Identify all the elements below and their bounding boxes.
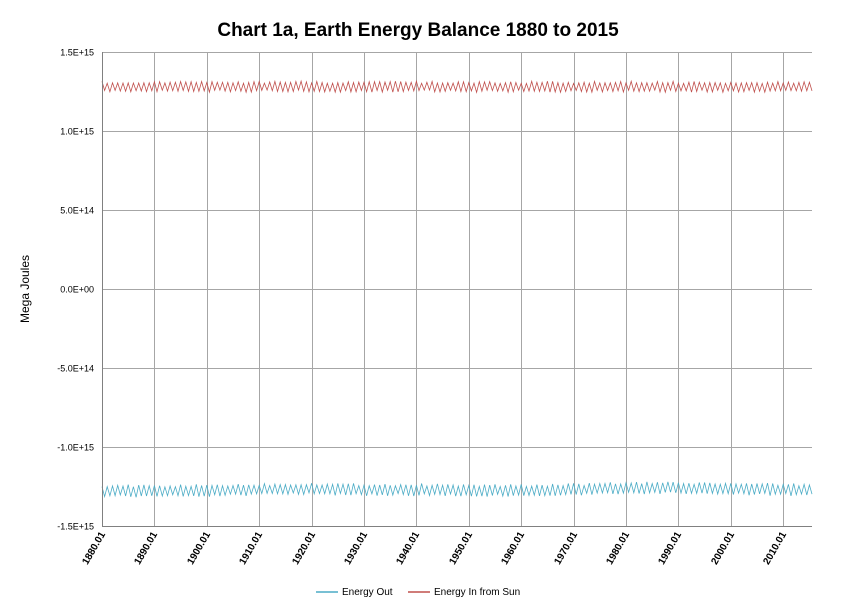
- y-tick-label: -1.5E+15: [57, 522, 94, 532]
- x-tick-label: 1910.01: [237, 530, 265, 567]
- series-line-energy-out: [101, 481, 813, 499]
- y-tick-labels: 1.5E+15 1.0E+15 5.0E+14 0.0E+00 -5.0E+14 -1.0…: [57, 48, 94, 532]
- x-tick-label: 1960.01: [499, 530, 527, 567]
- series-line-energy-in-from-sun: [101, 79, 813, 94]
- chart-title: Chart 1a, Earth Energy Balance 1880 to 2…: [217, 20, 619, 41]
- series-group: [101, 79, 813, 499]
- x-tick-labels: 1880.01 1890.01 1900.01 1910.01 1920.01 1930.…: [80, 530, 789, 567]
- x-tick-label: 1890.01: [132, 530, 160, 567]
- y-axis-label: Mega Joules: [18, 255, 32, 323]
- x-tick-label: 1980.01: [604, 530, 632, 567]
- x-tick-label: 2010.01: [761, 530, 789, 567]
- y-tick-label: 1.5E+15: [60, 48, 94, 58]
- x-tick-label: 1940.01: [394, 530, 422, 567]
- x-tick-label: 1920.01: [290, 530, 318, 567]
- x-tick-label: 1930.01: [342, 530, 370, 567]
- x-tick-label: 1900.01: [185, 530, 213, 567]
- x-tick-label: 1970.01: [552, 530, 580, 567]
- gridlines: [102, 52, 812, 527]
- y-tick-label: 5.0E+14: [60, 206, 94, 216]
- legend-label-energy-out: Energy Out: [342, 587, 393, 598]
- legend-label-energy-in: Energy In from Sun: [434, 587, 520, 598]
- y-tick-label: 1.0E+15: [60, 127, 94, 137]
- legend: Energy Out Energy In from Sun: [316, 587, 520, 598]
- x-tick-label: 2000.01: [709, 530, 737, 567]
- axes: [102, 52, 812, 527]
- y-tick-label: -5.0E+14: [57, 364, 94, 374]
- x-tick-label: 1950.01: [447, 530, 475, 567]
- x-tick-label: 1990.01: [656, 530, 684, 567]
- y-tick-label: 0.0E+00: [60, 285, 94, 295]
- x-tick-label: 1880.01: [80, 530, 108, 567]
- y-tick-label: -1.0E+15: [57, 443, 94, 453]
